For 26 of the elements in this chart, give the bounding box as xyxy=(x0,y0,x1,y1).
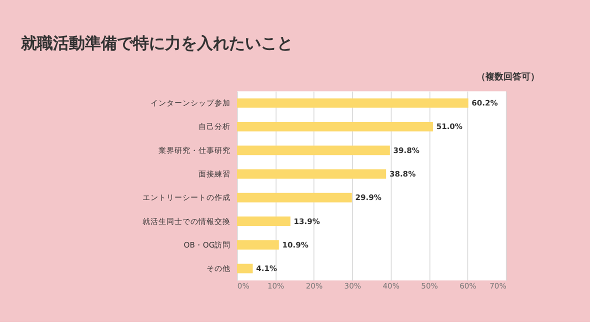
data-label: 39.8% xyxy=(393,146,420,155)
data-label: 13.9% xyxy=(294,216,320,226)
y-tick-label: 就活生同士での情報交換 xyxy=(142,216,231,226)
x-tick-label: 30% xyxy=(344,281,362,290)
data-label: 29.9% xyxy=(355,193,382,202)
x-tick-label: 20% xyxy=(306,281,323,290)
y-tick-label: エントリーシートの作成 xyxy=(142,193,231,202)
x-tick-label: 40% xyxy=(382,281,400,290)
y-tick-label: OB・OG訪問 xyxy=(184,240,231,250)
data-label: 60.2% xyxy=(472,98,498,108)
x-tick-label: 70% xyxy=(490,281,506,290)
chart-title: 就職活動準備で特に力を入れたいこと xyxy=(20,33,294,52)
x-tick-label: 60% xyxy=(460,281,476,290)
y-tick-label: その他 xyxy=(206,264,231,274)
y-tick-label: 自己分析 xyxy=(198,122,231,132)
x-tick-label: 10% xyxy=(267,281,284,290)
y-tick-label: インターンシップ参加 xyxy=(150,98,231,108)
x-tick-label: 0% xyxy=(237,281,250,290)
data-label: 51.0% xyxy=(436,122,463,132)
chart-subtitle: （複数回答可） xyxy=(476,71,540,82)
x-tick-label: 50% xyxy=(421,281,438,290)
y-tick-label: 面接練習 xyxy=(198,169,231,178)
data-label: 4.1% xyxy=(256,264,278,274)
data-label: 38.8% xyxy=(389,169,416,178)
y-tick-label: 業界研究・仕事研究 xyxy=(158,146,231,155)
data-label: 10.9% xyxy=(282,240,309,250)
